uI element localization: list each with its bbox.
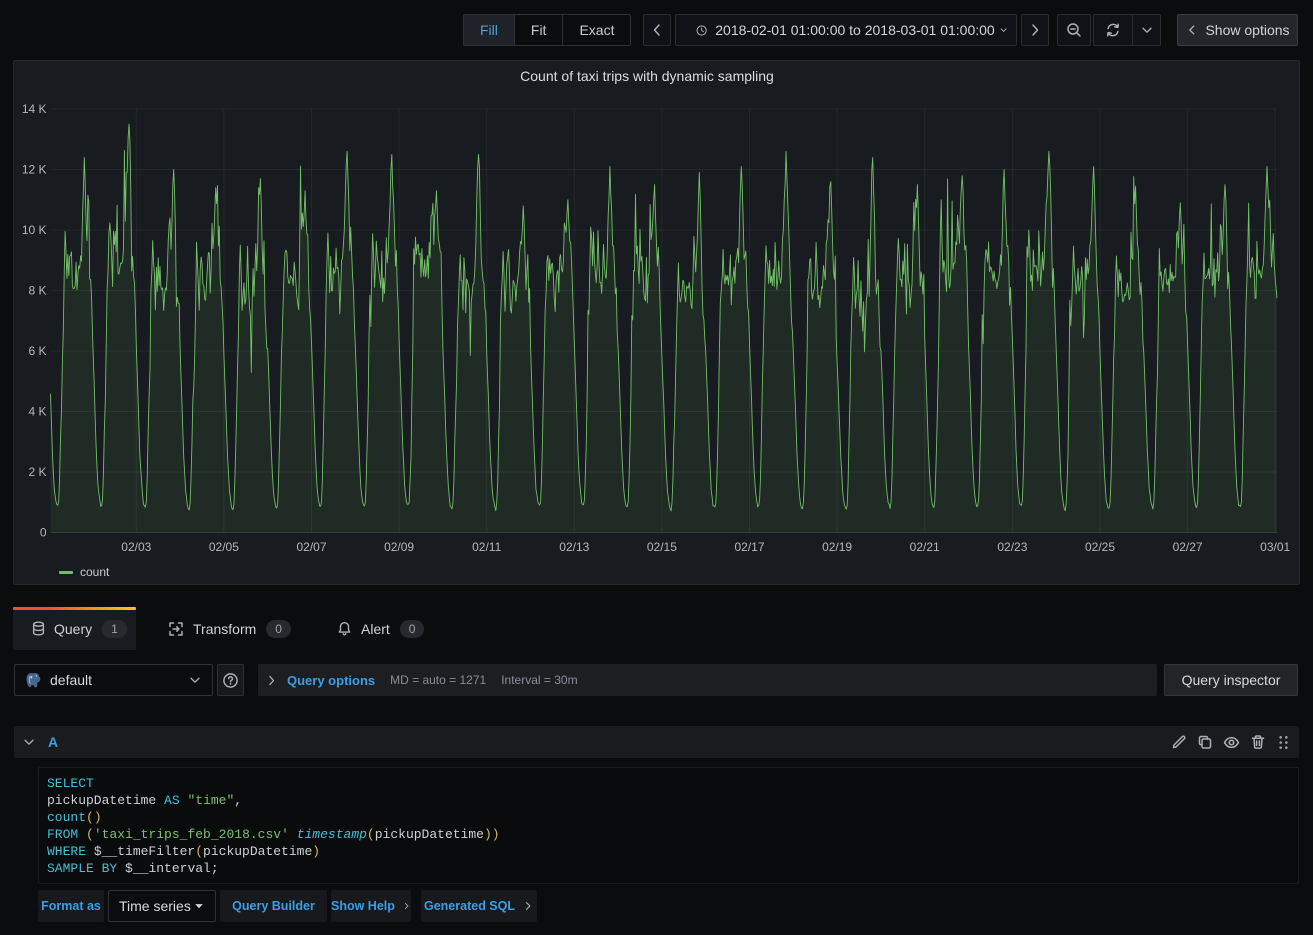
svg-text:6 K: 6 K (28, 344, 46, 358)
svg-text:02/05: 02/05 (209, 540, 239, 554)
svg-text:03/01: 03/01 (1260, 540, 1290, 554)
svg-text:02/27: 02/27 (1173, 540, 1203, 554)
svg-text:02/19: 02/19 (822, 540, 852, 554)
svg-text:02/09: 02/09 (384, 540, 414, 554)
svg-text:14 K: 14 K (22, 102, 47, 116)
svg-text:02/07: 02/07 (296, 540, 326, 554)
svg-text:02/11: 02/11 (472, 540, 501, 554)
svg-text:02/21: 02/21 (910, 540, 940, 554)
svg-text:02/03: 02/03 (121, 540, 151, 554)
svg-text:02/17: 02/17 (734, 540, 764, 554)
svg-text:12 K: 12 K (22, 163, 47, 177)
svg-text:02/23: 02/23 (997, 540, 1027, 554)
svg-text:10 K: 10 K (22, 223, 47, 237)
svg-text:02/13: 02/13 (559, 540, 589, 554)
svg-text:0: 0 (40, 526, 47, 540)
svg-text:8 K: 8 K (28, 284, 46, 298)
svg-text:02/25: 02/25 (1085, 540, 1115, 554)
svg-text:02/15: 02/15 (647, 540, 677, 554)
svg-text:2 K: 2 K (28, 465, 46, 479)
svg-text:4 K: 4 K (28, 405, 46, 419)
